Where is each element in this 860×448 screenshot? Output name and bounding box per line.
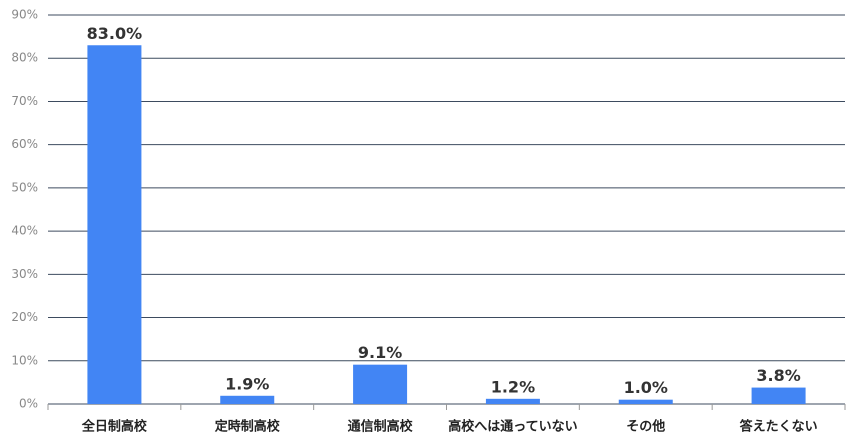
x-tick-label: 高校へは通っていない	[448, 419, 577, 435]
y-tick-label: 40%	[11, 224, 38, 238]
y-tick-label: 80%	[11, 51, 38, 65]
bar	[751, 387, 806, 404]
x-tick-label: その他	[626, 419, 665, 435]
y-tick-label: 10%	[11, 353, 38, 367]
value-label: 9.1%	[358, 343, 402, 362]
y-tick-label: 20%	[11, 310, 38, 324]
x-tick-label: 答えたくない	[740, 419, 818, 435]
value-label: 3.8%	[756, 366, 800, 385]
bar	[220, 395, 275, 404]
y-tick-label: 50%	[11, 180, 38, 194]
value-label: 1.2%	[491, 377, 535, 396]
y-tick-label: 70%	[11, 94, 38, 108]
value-label: 1.0%	[624, 378, 668, 397]
value-label: 83.0%	[87, 24, 143, 43]
bar	[485, 398, 540, 404]
y-tick-label: 60%	[11, 137, 38, 151]
y-tick-label: 90%	[11, 8, 38, 22]
y-tick-label: 0%	[19, 397, 38, 411]
value-label: 1.9%	[225, 374, 269, 393]
bar	[87, 45, 142, 404]
bar	[353, 364, 408, 404]
y-tick-label: 30%	[11, 267, 38, 281]
bar	[618, 399, 673, 404]
x-tick-label: 通信制高校	[348, 419, 414, 435]
x-tick-label: 定時制高校	[214, 419, 281, 435]
x-tick-label: 全日制高校	[81, 419, 148, 435]
